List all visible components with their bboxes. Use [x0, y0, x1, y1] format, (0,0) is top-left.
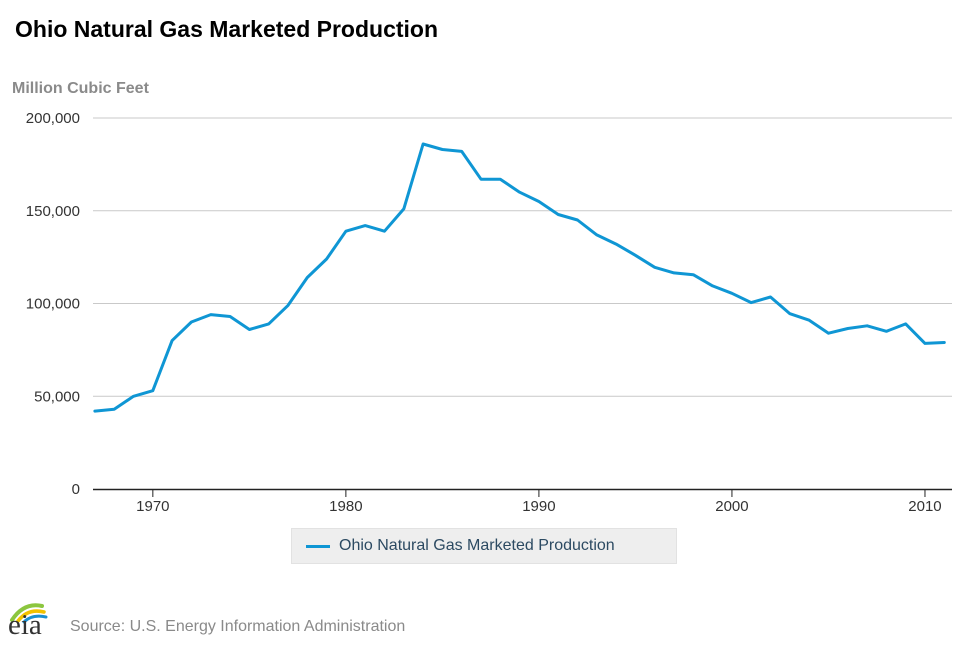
y-tick-label: 0: [72, 481, 80, 498]
y-tick-label: 100,000: [26, 296, 80, 313]
eia-logo-icon: [10, 603, 48, 624]
y-axis-label: Million Cubic Feet: [12, 80, 149, 97]
x-tick-label: 1970: [136, 498, 169, 515]
y-tick-labels: 0 50,000 100,000 150,000 200,000: [26, 110, 80, 498]
x-tick-label: 2000: [715, 498, 748, 515]
series-line[interactable]: [93, 142, 946, 413]
y-tick-label: 50,000: [34, 388, 80, 405]
x-tick-labels: 1970 1980 1990 2000 2010: [136, 498, 942, 515]
x-tick-label: 2010: [908, 498, 941, 515]
x-axis: [93, 488, 952, 497]
chart-title: Ohio Natural Gas Marketed Production: [15, 16, 439, 42]
eia-logo[interactable]: eia: [6, 600, 58, 642]
series-layer: [93, 142, 946, 413]
line-chart: 0 50,000 100,000 150,000 200,000 1970 1980 199…: [26, 110, 952, 515]
y-tick-label: 200,000: [26, 110, 80, 127]
x-tick-label: 1980: [329, 498, 362, 515]
source-note: Source: U.S. Energy Information Administ…: [70, 618, 406, 635]
legend[interactable]: Ohio Natural Gas Marketed Production: [291, 528, 677, 564]
x-tick-label: 1990: [522, 498, 555, 515]
eia-logo-text: eia: [8, 609, 42, 641]
legend-label: Ohio Natural Gas Marketed Production: [339, 537, 615, 554]
footer: eia Source: U.S. Energy Information Admi…: [6, 600, 405, 642]
y-tick-label: 150,000: [26, 203, 80, 220]
grid-lines: [93, 117, 952, 397]
legend-swatch: [306, 544, 330, 548]
